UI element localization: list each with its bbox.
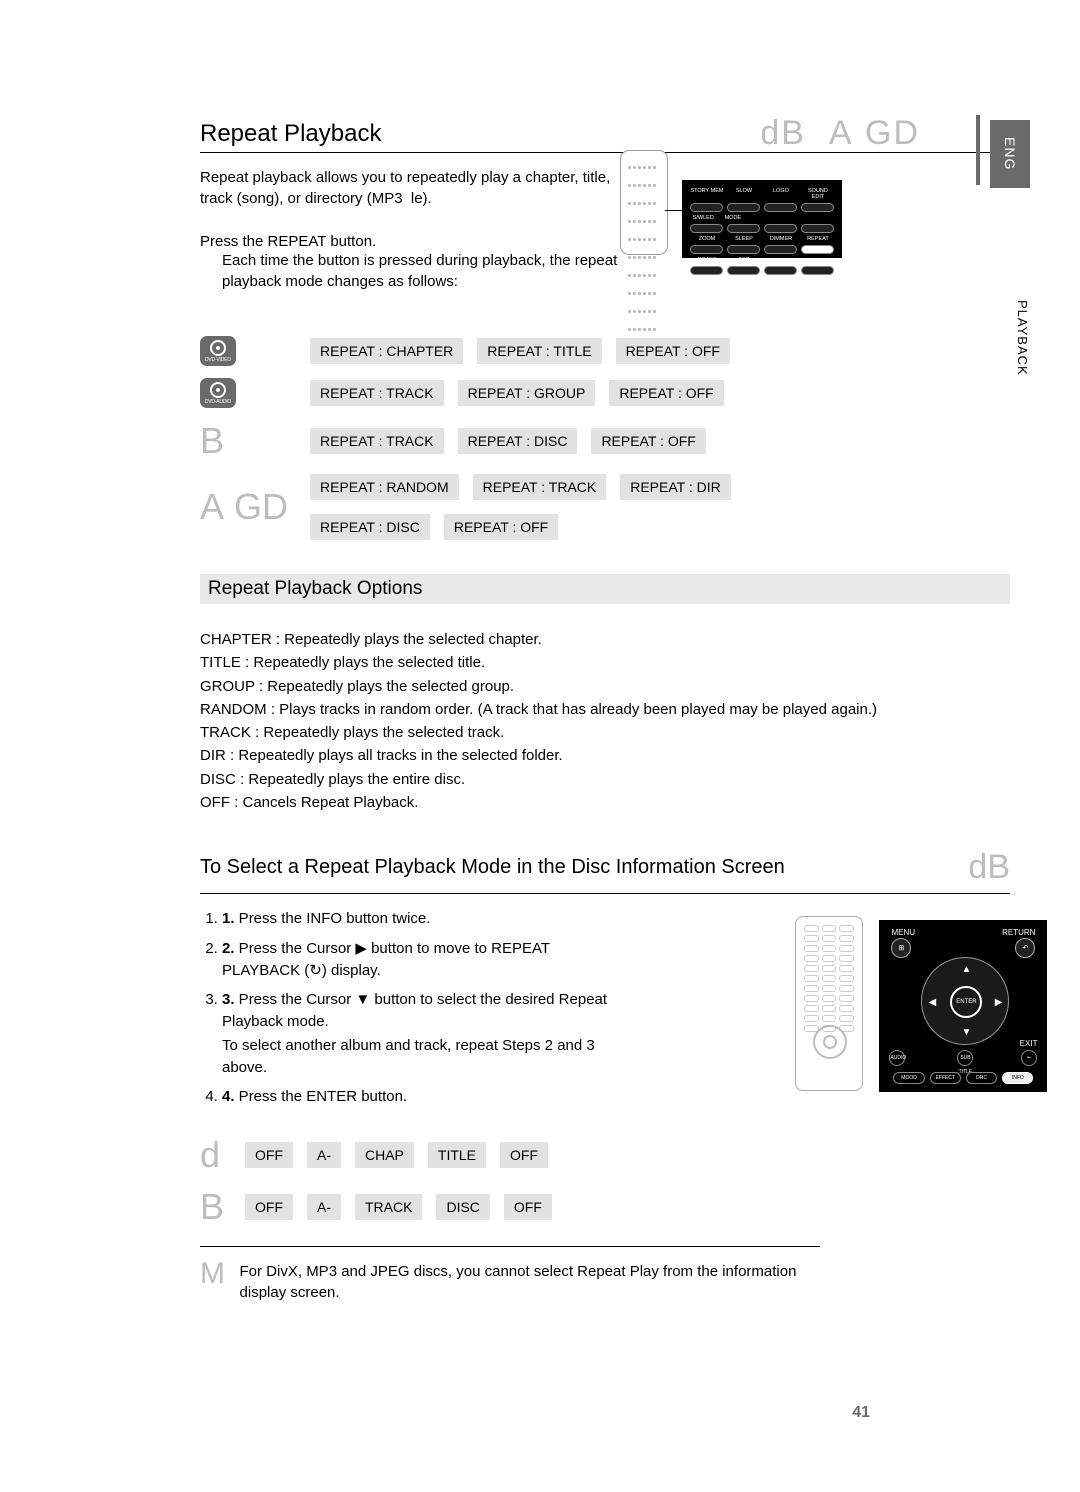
pill-info: INFO xyxy=(1002,1072,1033,1084)
option-line: DISC : Repeatedly plays the entire disc. xyxy=(200,768,1010,791)
repeat-chip: REPEAT : DIR xyxy=(620,474,731,500)
press-repeat: Press the REPEAT button. xyxy=(200,233,1010,250)
repeat-chip: OFF xyxy=(245,1194,293,1220)
mini-remote-icon xyxy=(620,150,668,255)
options-heading: Repeat Playback Options xyxy=(200,574,1010,604)
repeat-chip: OFF xyxy=(245,1142,293,1168)
repeat-chip: A- xyxy=(307,1194,341,1220)
repeat-chip: REPEAT : OFF xyxy=(591,428,705,454)
note-text: For DivX, MP3 and JPEG discs, you cannot… xyxy=(240,1257,820,1303)
nav-panel: MENURETURN⊞↶ENTER▲▼◀▶EXITAUDIOSUB TITLE⇤… xyxy=(879,920,1047,1092)
page-number: 41 xyxy=(852,1404,870,1422)
menu-button: ⊞ xyxy=(891,938,911,958)
return-button: ↶ xyxy=(1015,938,1035,958)
step-item: 1. Press the INFO button twice. xyxy=(222,908,620,930)
repeat-chip: TITLE xyxy=(428,1142,486,1168)
menu-label: MENU xyxy=(891,928,915,937)
big-remote-icon xyxy=(795,916,863,1091)
top-right-icons: dB A GD xyxy=(760,114,920,153)
format-letter: A GD xyxy=(200,486,310,528)
repeat-chip: DISC xyxy=(436,1194,489,1220)
button-panel: STORY MEMSLOWLOGOSOUND EDITS/WLEDMODEZOO… xyxy=(682,180,842,258)
bottom-chips: dOFFA-CHAPTITLEOFFBOFFA-TRACKDISCOFF xyxy=(200,1134,1010,1228)
options-list: CHAPTER : Repeatedly plays the selected … xyxy=(200,628,1010,814)
corner-decoration xyxy=(976,115,980,185)
exit-button: ⇤ xyxy=(1021,1050,1037,1066)
steps-list: 1. Press the INFO button twice. 2. Press … xyxy=(200,908,620,1108)
remote-illustration-2: MENURETURN⊞↶ENTER▲▼◀▶EXITAUDIOSUB TITLE⇤… xyxy=(795,916,1055,1106)
repeat-chip: REPEAT : TITLE xyxy=(477,338,601,364)
enter-button: ENTER xyxy=(950,986,982,1018)
select-heading: To Select a Repeat Playback Mode in the … xyxy=(200,856,956,879)
repeat-chip: REPEAT : RANDOM xyxy=(310,474,459,500)
format-letter: B xyxy=(200,1186,245,1228)
repeat-modes-table: DVD-VIDEO REPEAT : CHAPTER REPEAT : TITLE R… xyxy=(200,336,1010,540)
format-letter: B xyxy=(200,420,310,462)
note-row: M For DivX, MP3 and JPEG discs, you cann… xyxy=(200,1246,820,1303)
option-line: CHAPTER : Repeatedly plays the selected … xyxy=(200,628,1010,651)
press-repeat-sub: Each time the button is pressed during p… xyxy=(222,250,642,292)
repeat-chip: REPEAT : OFF xyxy=(616,338,730,364)
option-line: DIR : Repeatedly plays all tracks in the… xyxy=(200,744,1010,767)
repeat-chip: REPEAT : OFF xyxy=(609,380,723,406)
format-letter: d xyxy=(200,1134,245,1176)
option-line: GROUP : Repeatedly plays the selected gr… xyxy=(200,675,1010,698)
option-line: OFF : Cancels Repeat Playback. xyxy=(200,791,1010,814)
repeat-chip: CHAP xyxy=(355,1142,414,1168)
repeat-chip: REPEAT : DISC xyxy=(458,428,578,454)
select-heading-icon: dB xyxy=(968,848,1010,887)
repeat-chip: REPEAT : OFF xyxy=(444,514,558,540)
remote-illustration-1: STORY MEMSLOWLOGOSOUND EDITS/WLEDMODEZOO… xyxy=(620,150,850,280)
side-tab: PLAYBACK xyxy=(1015,300,1030,376)
repeat-chip: REPEAT : CHAPTER xyxy=(310,338,463,364)
pill-mood: MOOD xyxy=(893,1072,924,1084)
repeat-chip: TRACK xyxy=(355,1194,422,1220)
repeat-chip: REPEAT : TRACK xyxy=(473,474,607,500)
repeat-chip: REPEAT : TRACK xyxy=(310,380,444,406)
subtitle-button: SUB TITLE xyxy=(957,1050,973,1066)
step-item: 3. Press the Cursor ▼ button to select t… xyxy=(222,989,620,1078)
repeat-chip: REPEAT : DISC xyxy=(310,514,430,540)
repeat-chip: REPEAT : TRACK xyxy=(310,428,444,454)
note-icon: M xyxy=(200,1257,240,1303)
repeat-chip: REPEAT : GROUP xyxy=(458,380,596,406)
option-line: TRACK : Repeatedly plays the selected tr… xyxy=(200,721,1010,744)
step-item: 2. Press the Cursor ▶ button to move to … xyxy=(222,938,620,982)
repeat-chip: OFF xyxy=(500,1142,548,1168)
option-line: TITLE : Repeatedly plays the selected ti… xyxy=(200,651,1010,674)
disc-icon: DVD-AUDIO xyxy=(200,378,236,408)
step-item: 4. Press the ENTER button. xyxy=(222,1086,620,1108)
lang-tab: ENG xyxy=(990,120,1030,188)
audio-button: AUDIO xyxy=(889,1050,905,1066)
option-line: RANDOM : Plays tracks in random order. (… xyxy=(200,698,1010,721)
pill-drc: DRC xyxy=(966,1072,997,1084)
disc-icon: DVD-VIDEO xyxy=(200,336,236,366)
repeat-chip: A- xyxy=(307,1142,341,1168)
intro-text: Repeat playback allows you to repeatedly… xyxy=(200,167,630,209)
return-label: RETURN xyxy=(1002,928,1035,937)
pill-effect: EFFECT xyxy=(930,1072,961,1084)
exit-label: EXIT xyxy=(1020,1039,1038,1048)
repeat-chip: OFF xyxy=(504,1194,552,1220)
